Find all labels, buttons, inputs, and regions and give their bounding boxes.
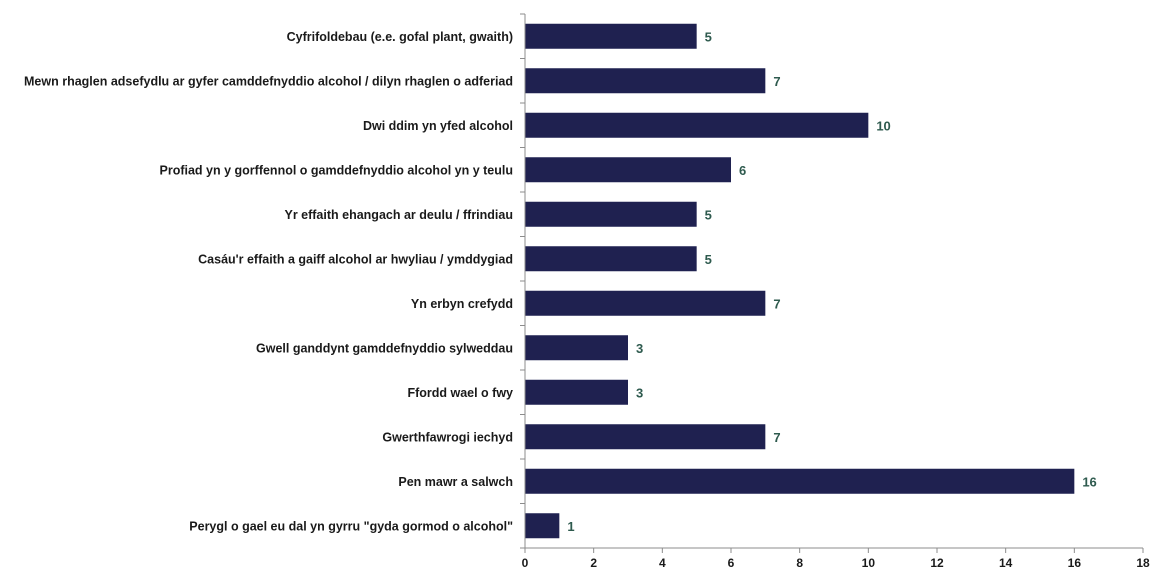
x-tick-label: 18 [1136,556,1150,570]
category-label: Gwerthfawrogi iechyd [382,430,513,444]
category-label: Pen mawr a salwch [398,475,513,489]
category-label: Dwi ddim yn yfed alcohol [363,119,513,133]
bar [525,201,697,227]
value-labels: 5 7 10 6 5 5 7 3 3 7 16 1 [567,29,1096,534]
category-label: Yr effaith ehangach ar deulu / ffrindiau [284,208,513,222]
bars-layer [525,23,1075,539]
x-tick-label: 10 [862,556,876,570]
category-label: Ffordd wael o fwy [407,386,513,400]
bar [525,379,628,405]
x-tick-label: 12 [930,556,944,570]
bar [525,157,731,183]
bar [525,23,697,49]
bar [525,290,766,316]
value-label: 1 [567,519,574,534]
bar [525,468,1075,494]
value-label: 7 [773,74,780,89]
category-label: Casáu'r effaith a gaiff alcohol ar hwyli… [198,252,513,266]
x-tick-label: 0 [522,556,529,570]
value-label: 16 [1082,474,1096,489]
category-label: Profiad yn y gorffennol o gamddefnyddio … [160,163,514,177]
x-tick-label: 2 [590,556,597,570]
x-tick-label: 16 [1068,556,1082,570]
x-tick-label: 8 [796,556,803,570]
category-label: Gwell ganddynt gamddefnyddio sylweddau [256,341,513,355]
category-label: Perygl o gael eu dal yn gyrru "gyda gorm… [189,519,513,533]
value-label: 5 [705,29,712,44]
bar [525,335,628,361]
x-tick-label: 6 [728,556,735,570]
bar [525,68,766,94]
axes: 0 2 4 6 8 10 12 14 16 18 [520,13,1150,570]
value-label: 3 [636,385,643,400]
bar [525,513,560,539]
category-label: Cyfrifoldebau (e.e. gofal plant, gwaith) [287,30,513,44]
bar [525,112,869,138]
value-label: 3 [636,341,643,356]
bar [525,424,766,450]
category-label: Mewn rhaglen adsefydlu ar gyfer camddefn… [24,74,513,88]
category-labels: Cyfrifoldebau (e.e. gofal plant, gwaith)… [24,30,513,534]
value-label: 5 [705,252,712,267]
value-label: 7 [773,430,780,445]
value-label: 6 [739,163,746,178]
value-label: 10 [876,118,890,133]
x-tick-label: 14 [999,556,1013,570]
value-label: 7 [773,296,780,311]
value-label: 5 [705,207,712,222]
x-tick-label: 4 [659,556,666,570]
category-label: Yn erbyn crefydd [411,297,513,311]
bar [525,246,697,272]
